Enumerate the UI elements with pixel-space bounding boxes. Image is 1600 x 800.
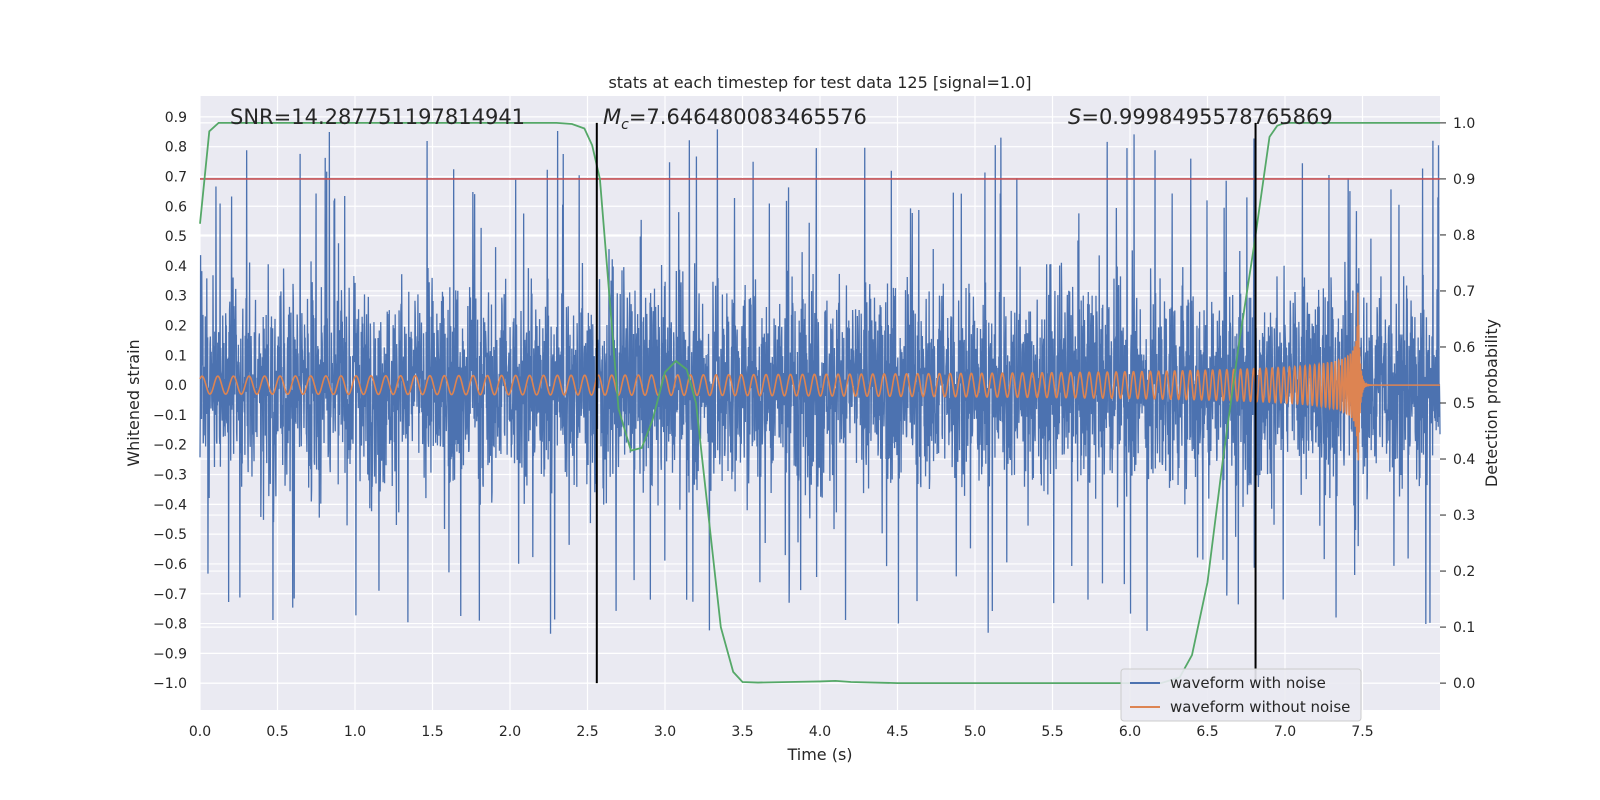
y-tick-label: −0.2: [153, 438, 187, 454]
x-tick-label: 3.0: [654, 724, 676, 740]
y-tick-label: 0.5: [165, 229, 187, 245]
y2-tick-label: 1.0: [1453, 116, 1475, 132]
y-tick-label: 0.2: [165, 319, 187, 335]
x-axis-label: Time (s): [786, 745, 852, 764]
x-tick-label: 6.0: [1119, 724, 1141, 740]
s-value: =0.9998495578765869: [1081, 105, 1332, 129]
x-tick-label: 5.5: [1041, 724, 1063, 740]
x-tick-label: 4.0: [809, 724, 831, 740]
y-tick-label: 0.7: [165, 169, 187, 185]
y-tick-label: 0.6: [165, 199, 187, 215]
y-tick-label: 0.3: [165, 289, 187, 305]
y2-tick-label: 0.9: [1453, 172, 1475, 188]
y-tick-label: 0.1: [165, 348, 187, 364]
y2-tick-label: 0.3: [1453, 508, 1475, 524]
clean-waveform-line: [199, 292, 1440, 461]
y-axis-label: Whitened strain: [124, 339, 143, 466]
y-tick-label: −0.1: [153, 408, 187, 424]
x-tick-label: 3.5: [731, 724, 753, 740]
y-tick-label: 0.0: [165, 378, 187, 394]
x-tick-label: 2.5: [576, 724, 598, 740]
y-tick-label: 0.8: [165, 140, 187, 156]
chirp-mass-subscript: c: [621, 117, 629, 133]
probability-line: [199, 121, 1440, 685]
y-tick-label: −0.9: [153, 646, 187, 662]
chirp-mass-annotation: Mc=7.646480083465576: [603, 105, 867, 133]
y2-tick-label: 0.4: [1453, 452, 1475, 468]
y-tick-label: −0.7: [153, 587, 187, 603]
x-tick-label: 2.0: [499, 724, 521, 740]
x-tick-label: 6.5: [1196, 724, 1218, 740]
legend-label-clean: waveform without noise: [1170, 698, 1350, 716]
y2-tick-label: 0.1: [1453, 620, 1475, 636]
noise-waveform-line: [199, 129, 1441, 634]
legend: waveform with noise waveform without noi…: [1120, 668, 1362, 722]
y-tick-label: −0.4: [153, 497, 187, 513]
y-tick-labels: 0.9 0.8 0.7 0.6 0.5 0.4 0.3 0.2 0.1 0.0 −0.1 −0.2 −0…: [153, 110, 187, 692]
y-tick-label: 0.4: [165, 259, 187, 275]
legend-label-noise: waveform with noise: [1170, 674, 1326, 692]
snr-annotation: SNR=14.287751197814941: [230, 105, 525, 129]
chirp-mass-value: =7.646480083465576: [629, 105, 867, 129]
clean-series: [199, 292, 1440, 461]
noise-series: [199, 129, 1441, 634]
y-tick-label: −1.0: [153, 676, 187, 692]
chirp-mass-symbol: M: [603, 105, 621, 129]
y2-tick-label: 0.2: [1453, 564, 1475, 580]
vertical-markers: [595, 122, 1257, 684]
y-tick-label: 0.9: [165, 110, 187, 126]
legend-frame: [1120, 668, 1362, 722]
x-tick-label: 1.5: [421, 724, 443, 740]
x-tick-label: 7.0: [1274, 724, 1296, 740]
probability-series: [199, 121, 1440, 685]
x-tick-label: 7.5: [1351, 724, 1373, 740]
y2-tick-label: 0.7: [1453, 284, 1475, 300]
y-tick-label: −0.5: [153, 527, 187, 543]
s-symbol: S: [1068, 105, 1081, 129]
y2-tick-label: 0.5: [1453, 396, 1475, 412]
s-annotation: S=0.9998495578765869: [1068, 105, 1333, 129]
x-tick-label: 1.0: [344, 724, 366, 740]
chart-title: stats at each timestep for test data 125…: [608, 73, 1031, 92]
y2-tick-labels: 1.0 0.9 0.8 0.7 0.6 0.5 0.4 0.3 0.2 0.1 0.0: [1440, 116, 1475, 692]
x-tick-label: 4.5: [886, 724, 908, 740]
y2-tick-label: 0.0: [1453, 676, 1475, 692]
x-tick-label: 5.0: [964, 724, 986, 740]
x-tick-label: 0.0: [189, 724, 211, 740]
x-tick-labels: 0.0 0.5 1.0 1.5 2.0 2.5 3.0 3.5 4.0 4.5 5.0 5.5 6.0 6…: [189, 724, 1374, 740]
y-tick-label: −0.6: [153, 557, 187, 573]
y2-tick-label: 0.6: [1453, 340, 1475, 356]
x-tick-label: 0.5: [266, 724, 288, 740]
y-tick-label: −0.3: [153, 468, 187, 484]
y-tick-label: −0.8: [153, 617, 187, 633]
y2-tick-label: 0.8: [1453, 228, 1475, 244]
y2-axis-label: Detection probability: [1482, 319, 1501, 487]
